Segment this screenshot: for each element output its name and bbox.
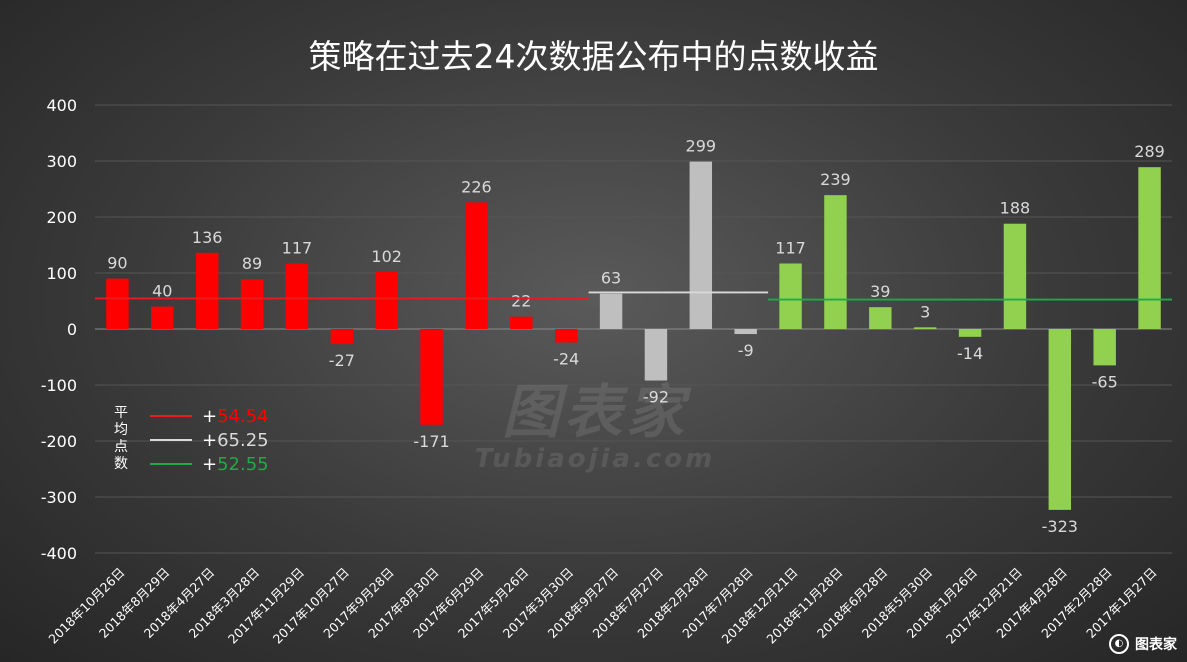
y-tick-label: -300 bbox=[41, 488, 77, 507]
bar bbox=[734, 329, 757, 335]
bar bbox=[106, 278, 129, 329]
bar bbox=[510, 316, 533, 329]
bar bbox=[1093, 329, 1116, 366]
bar bbox=[465, 202, 488, 329]
legend-item-gray: + 65.25 bbox=[150, 429, 269, 451]
data-label: 90 bbox=[107, 254, 127, 273]
logo-icon: ◐ bbox=[1109, 634, 1129, 654]
data-label: 226 bbox=[461, 177, 492, 196]
chart-title: 策略在过去24次数据公布中的点数收益 bbox=[308, 37, 879, 76]
bar bbox=[240, 279, 264, 329]
data-label: 136 bbox=[192, 228, 223, 247]
legend-line-red bbox=[150, 415, 192, 417]
legend-line-gray bbox=[150, 439, 192, 441]
data-label: -323 bbox=[1042, 517, 1078, 536]
bar bbox=[554, 329, 578, 343]
legend-plus: + bbox=[202, 429, 218, 451]
data-label: -9 bbox=[738, 341, 754, 360]
bar bbox=[644, 329, 668, 381]
y-tick-label: -400 bbox=[41, 544, 77, 563]
data-label: 239 bbox=[820, 170, 851, 189]
legend-value-red: 54.54 bbox=[217, 405, 269, 427]
data-label: -24 bbox=[553, 349, 579, 368]
data-label: 117 bbox=[775, 238, 806, 257]
data-label: 3 bbox=[920, 302, 930, 321]
bar bbox=[330, 329, 354, 345]
y-tick-label: 0 bbox=[67, 320, 77, 339]
y-tick-label: 400 bbox=[46, 96, 77, 115]
legend-value-green: 52.55 bbox=[217, 453, 269, 475]
category-label: 2017年12月21日 bbox=[943, 565, 1025, 647]
bar bbox=[599, 293, 623, 329]
bar bbox=[195, 252, 219, 329]
bar bbox=[779, 263, 802, 329]
brand-logo: ◐ 图表家 bbox=[1109, 634, 1177, 654]
data-label: -171 bbox=[413, 432, 449, 451]
bar bbox=[420, 329, 443, 425]
legend-line-green bbox=[150, 463, 192, 465]
data-label: -14 bbox=[957, 344, 983, 363]
legend-value-gray: 65.25 bbox=[217, 429, 269, 451]
legend-plus: + bbox=[202, 405, 218, 427]
legend-item-green: + 52.55 bbox=[150, 453, 269, 475]
data-label: 102 bbox=[371, 247, 402, 266]
bar bbox=[689, 161, 713, 329]
y-tick-label: 100 bbox=[46, 264, 77, 283]
bar bbox=[913, 327, 937, 329]
bar bbox=[285, 263, 309, 329]
category-label: 2017年10月27日 bbox=[270, 565, 352, 647]
bar bbox=[958, 329, 982, 337]
data-label: 39 bbox=[870, 282, 890, 301]
category-label: 2018年12月21日 bbox=[719, 565, 801, 647]
legend-plus: + bbox=[202, 453, 218, 475]
data-label: -92 bbox=[643, 388, 669, 407]
bar bbox=[151, 306, 174, 329]
bar bbox=[869, 307, 892, 329]
category-label: 2018年11月28日 bbox=[763, 565, 845, 647]
data-label: 89 bbox=[242, 254, 262, 273]
legend-item-red: + 54.54 bbox=[150, 405, 269, 427]
bar bbox=[375, 271, 398, 329]
bar bbox=[1003, 223, 1027, 329]
y-tick-label: -200 bbox=[41, 432, 77, 451]
data-label: 299 bbox=[686, 137, 717, 156]
data-label: 40 bbox=[152, 282, 172, 301]
y-tick-label: 200 bbox=[46, 208, 77, 227]
data-label: 22 bbox=[511, 292, 531, 311]
data-label: -65 bbox=[1092, 372, 1118, 391]
data-label: 289 bbox=[1134, 142, 1165, 161]
bar bbox=[1138, 167, 1161, 329]
bar bbox=[824, 195, 847, 329]
data-label: -27 bbox=[329, 351, 355, 370]
legend-title: 平均点数 bbox=[114, 405, 128, 472]
data-label: 63 bbox=[601, 269, 621, 288]
y-tick-label: -100 bbox=[41, 376, 77, 395]
data-label: 188 bbox=[1000, 199, 1031, 218]
logo-text: 图表家 bbox=[1135, 637, 1177, 653]
y-tick-label: 300 bbox=[46, 152, 77, 171]
category-label: 2018年10月26日 bbox=[45, 565, 127, 647]
data-label: 117 bbox=[282, 238, 313, 257]
bar bbox=[1048, 329, 1072, 510]
category-label: 2017年11月29日 bbox=[225, 565, 307, 647]
